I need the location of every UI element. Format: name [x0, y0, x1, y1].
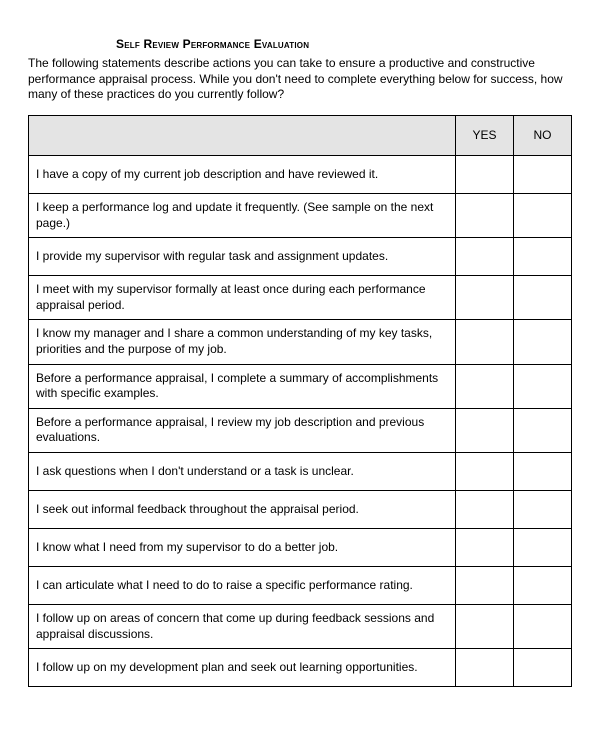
- statement-cell: I seek out informal feedback throughout …: [29, 490, 456, 528]
- statement-cell: I can articulate what I need to do to ra…: [29, 566, 456, 604]
- evaluation-table: YES NO I have a copy of my current job d…: [28, 115, 572, 687]
- no-cell[interactable]: [514, 320, 572, 364]
- statement-cell: Before a performance appraisal, I review…: [29, 408, 456, 452]
- no-cell[interactable]: [514, 155, 572, 193]
- table-row: I follow up on my development plan and s…: [29, 649, 572, 687]
- no-cell[interactable]: [514, 364, 572, 408]
- statement-cell: I follow up on my development plan and s…: [29, 649, 456, 687]
- yes-cell[interactable]: [456, 408, 514, 452]
- intro-paragraph: The following statements describe action…: [28, 56, 572, 103]
- yes-cell[interactable]: [456, 238, 514, 276]
- statement-cell: I know my manager and I share a common u…: [29, 320, 456, 364]
- yes-cell[interactable]: [456, 528, 514, 566]
- table-row: I know what I need from my supervisor to…: [29, 528, 572, 566]
- no-cell[interactable]: [514, 490, 572, 528]
- table-body: I have a copy of my current job descript…: [29, 155, 572, 686]
- yes-cell[interactable]: [456, 193, 514, 237]
- statement-cell: I know what I need from my supervisor to…: [29, 528, 456, 566]
- yes-cell[interactable]: [456, 155, 514, 193]
- statement-cell: Before a performance appraisal, I comple…: [29, 364, 456, 408]
- table-row: Before a performance appraisal, I comple…: [29, 364, 572, 408]
- yes-cell[interactable]: [456, 364, 514, 408]
- no-cell[interactable]: [514, 276, 572, 320]
- table-row: I provide my supervisor with regular tas…: [29, 238, 572, 276]
- no-cell[interactable]: [514, 604, 572, 648]
- table-row: I ask questions when I don't understand …: [29, 452, 572, 490]
- yes-cell[interactable]: [456, 452, 514, 490]
- statement-cell: I ask questions when I don't understand …: [29, 452, 456, 490]
- yes-cell[interactable]: [456, 490, 514, 528]
- table-row: I have a copy of my current job descript…: [29, 155, 572, 193]
- statement-cell: I have a copy of my current job descript…: [29, 155, 456, 193]
- no-cell[interactable]: [514, 193, 572, 237]
- table-row: I follow up on areas of concern that com…: [29, 604, 572, 648]
- yes-cell[interactable]: [456, 276, 514, 320]
- no-cell[interactable]: [514, 452, 572, 490]
- table-header-row: YES NO: [29, 115, 572, 155]
- no-cell[interactable]: [514, 408, 572, 452]
- statement-cell: I provide my supervisor with regular tas…: [29, 238, 456, 276]
- document-title: Self Review Performance Evaluation: [116, 36, 572, 52]
- header-yes: YES: [456, 115, 514, 155]
- statement-cell: I follow up on areas of concern that com…: [29, 604, 456, 648]
- statement-cell: I keep a performance log and update it f…: [29, 193, 456, 237]
- table-row: I can articulate what I need to do to ra…: [29, 566, 572, 604]
- header-statement: [29, 115, 456, 155]
- table-row: I meet with my supervisor formally at le…: [29, 276, 572, 320]
- table-row: I keep a performance log and update it f…: [29, 193, 572, 237]
- no-cell[interactable]: [514, 528, 572, 566]
- no-cell[interactable]: [514, 238, 572, 276]
- yes-cell[interactable]: [456, 320, 514, 364]
- yes-cell[interactable]: [456, 649, 514, 687]
- yes-cell[interactable]: [456, 604, 514, 648]
- no-cell[interactable]: [514, 649, 572, 687]
- table-row: Before a performance appraisal, I review…: [29, 408, 572, 452]
- statement-cell: I meet with my supervisor formally at le…: [29, 276, 456, 320]
- table-row: I seek out informal feedback throughout …: [29, 490, 572, 528]
- no-cell[interactable]: [514, 566, 572, 604]
- header-no: NO: [514, 115, 572, 155]
- yes-cell[interactable]: [456, 566, 514, 604]
- table-row: I know my manager and I share a common u…: [29, 320, 572, 364]
